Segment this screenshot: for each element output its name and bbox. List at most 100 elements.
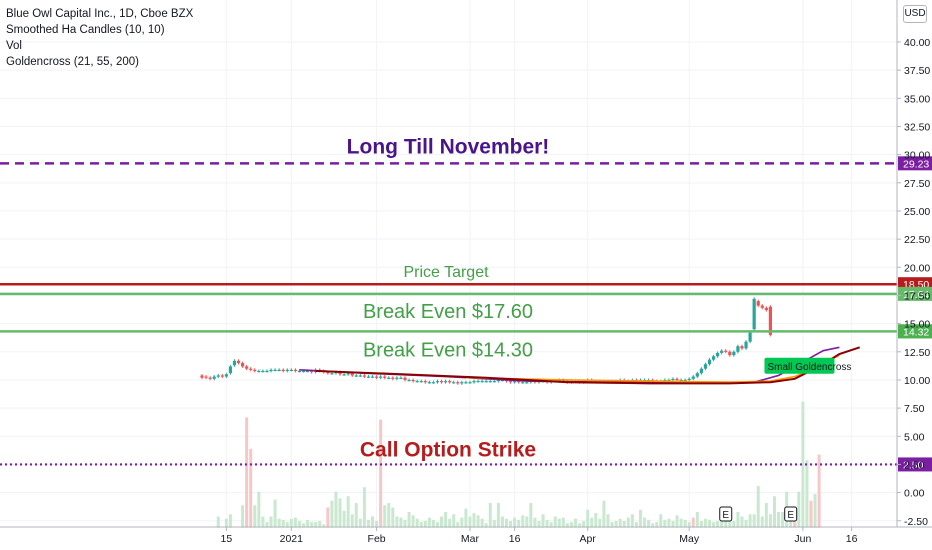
indicator-smoothed-ha[interactable]: Smoothed Ha Candles (10, 10) bbox=[6, 24, 165, 36]
volume-bar bbox=[440, 516, 444, 528]
candle-body bbox=[285, 369, 289, 372]
candle-body bbox=[513, 381, 517, 383]
volume-bar bbox=[525, 516, 529, 528]
candle-body bbox=[756, 301, 760, 306]
candle-body bbox=[249, 368, 253, 370]
volume-bar bbox=[789, 516, 793, 528]
volume-bar bbox=[488, 502, 492, 528]
volume-bar bbox=[630, 514, 634, 528]
price-tick-label: 5.00 bbox=[904, 431, 925, 443]
candle-body bbox=[297, 370, 302, 373]
currency-badge[interactable]: USD bbox=[903, 5, 927, 23]
volume-bar bbox=[679, 518, 683, 528]
candle-body bbox=[711, 356, 716, 360]
candle-body bbox=[366, 376, 371, 378]
volume-bar bbox=[423, 521, 427, 528]
candle-body bbox=[683, 379, 687, 382]
annotation-break-even-1760: Break Even $17.60 bbox=[363, 301, 533, 323]
volume-bar bbox=[716, 521, 720, 528]
price-tick-label: 30.00 bbox=[904, 150, 930, 162]
earnings-marker[interactable] bbox=[784, 506, 798, 522]
candle-body bbox=[358, 375, 362, 377]
volume-bar bbox=[330, 500, 334, 528]
candle-body bbox=[724, 350, 728, 352]
candle-body bbox=[374, 376, 379, 378]
candle-body bbox=[468, 382, 472, 384]
time-tick-label: May bbox=[679, 533, 700, 545]
hline-price-label: 2.50 bbox=[903, 459, 924, 471]
candle-body bbox=[212, 376, 216, 379]
volume-bar bbox=[793, 518, 797, 528]
volume-bar bbox=[285, 522, 289, 528]
candle-body bbox=[354, 375, 358, 377]
price-tick-label: 12.50 bbox=[904, 347, 930, 359]
volume-bar bbox=[638, 509, 642, 528]
volume-bar bbox=[720, 517, 724, 528]
symbol-title[interactable]: Blue Owl Capital Inc., 1D, Cboe BZX bbox=[6, 8, 194, 20]
hline-price-label: 17.64 bbox=[903, 289, 929, 301]
volume-bar bbox=[817, 454, 821, 528]
volume-bar bbox=[537, 521, 541, 528]
volume-bar bbox=[464, 508, 468, 528]
candle-body bbox=[301, 370, 306, 373]
volume-bar bbox=[456, 522, 460, 528]
volume-bar bbox=[509, 521, 513, 528]
hline-price-label-bg bbox=[898, 286, 932, 301]
candle-body bbox=[261, 370, 265, 373]
time-tick-label: 16 bbox=[846, 533, 858, 545]
earnings-marker[interactable] bbox=[719, 506, 733, 522]
indicator-vol[interactable]: Vol bbox=[6, 40, 22, 52]
volume-bar bbox=[748, 514, 752, 528]
volume-bar bbox=[513, 517, 517, 528]
volume-bar bbox=[708, 519, 711, 528]
ha-candles bbox=[200, 297, 772, 385]
volume-bar bbox=[387, 502, 391, 528]
candle-body bbox=[484, 381, 488, 383]
candle-body bbox=[732, 351, 736, 356]
time-axis[interactable]: 15 2021 Feb Mar 16 Apr May Jun 16 bbox=[0, 526, 932, 545]
candle-body bbox=[456, 382, 460, 384]
volume-bar bbox=[610, 522, 614, 528]
volume-bar bbox=[553, 516, 557, 528]
candle-body bbox=[281, 369, 285, 372]
price-tick-label: 17.50 bbox=[904, 290, 930, 302]
volume-bar bbox=[578, 523, 582, 528]
chart-legend: Blue Owl Capital Inc., 1D, Cboe BZX Smoo… bbox=[6, 6, 193, 70]
price-tick-label: 15.00 bbox=[904, 319, 930, 331]
price-tick-label: 40.00 bbox=[904, 37, 930, 49]
time-tick-label: 2021 bbox=[280, 533, 304, 545]
volume-bar bbox=[224, 518, 228, 528]
candle-body bbox=[695, 373, 699, 377]
candle-body bbox=[224, 374, 228, 377]
volume-bar bbox=[659, 514, 663, 528]
candle-body bbox=[220, 375, 224, 377]
volume-bars bbox=[216, 401, 821, 528]
earnings-marker-label: E bbox=[787, 510, 794, 521]
candle-body bbox=[431, 382, 436, 384]
volume-bar bbox=[687, 522, 691, 528]
candle-body bbox=[744, 341, 748, 349]
candle-body bbox=[472, 381, 476, 383]
indicator-goldencross[interactable]: Goldencross (21, 55, 200) bbox=[6, 56, 139, 68]
volume-bar bbox=[744, 519, 748, 528]
volume-bar bbox=[557, 518, 561, 528]
volume-bar bbox=[249, 448, 253, 528]
signal-label: Small Goldencross bbox=[767, 362, 851, 373]
volume-bar bbox=[427, 517, 431, 528]
volume-bar bbox=[691, 517, 695, 528]
hline-price-label-bg bbox=[898, 457, 932, 472]
candle-body bbox=[253, 369, 257, 372]
price-axis[interactable]: -2.50 0.00 2.50 5.00 7.50 10.00 12.50 15.00 17.5… bbox=[896, 0, 930, 528]
volume-bar bbox=[618, 518, 622, 528]
volume-bar bbox=[500, 516, 504, 528]
volume-bar bbox=[797, 491, 801, 528]
volume-bar bbox=[598, 518, 602, 528]
candle-body bbox=[675, 378, 679, 381]
volume-bar bbox=[505, 518, 508, 528]
candle-body bbox=[330, 373, 334, 375]
volume-bar bbox=[724, 518, 728, 528]
volume-bar bbox=[415, 518, 419, 528]
price-tick-label: 2.50 bbox=[904, 459, 925, 471]
